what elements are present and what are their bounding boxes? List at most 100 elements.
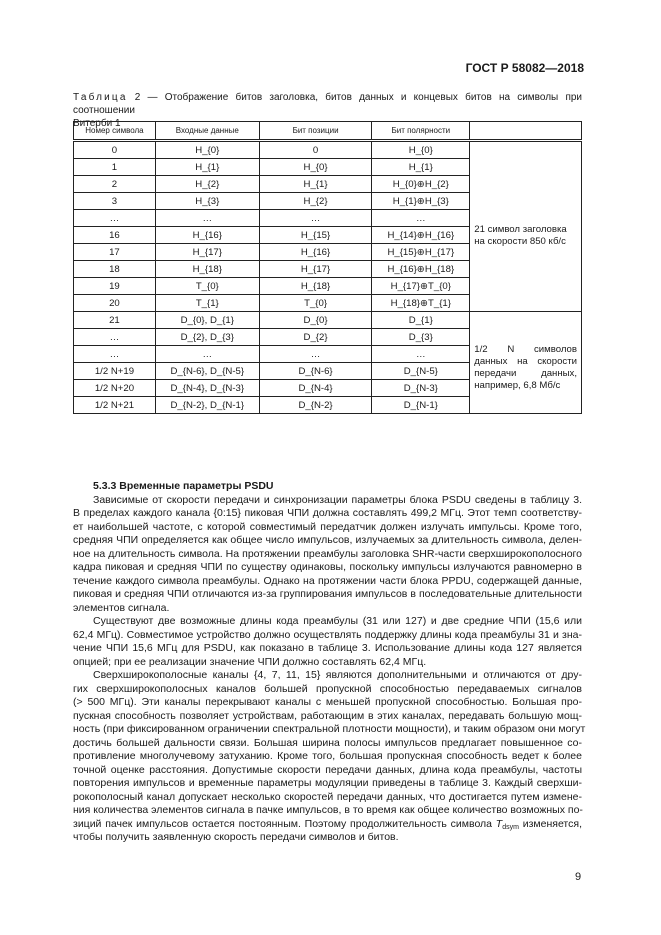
table-cell: 17 [73, 243, 156, 261]
paragraph: Зависимые от скорости передачи и синхрон… [73, 494, 582, 616]
paragraph: Существуют две возможные длины кода преа… [73, 615, 582, 669]
text-line: 62,4 МГц). Совместимое устройство должно… [73, 628, 582, 641]
table-row: 20 T_{1} T_{0} H_{18}⊕T_{1} [73, 294, 582, 312]
table-row: 1/2 N+19 D_{N-6}, D_{N-5} D_{N-6} D_{N-5} [73, 362, 582, 380]
table-cell: 0 [258, 140, 373, 159]
group-note: 1/2 N символов данных на скорости переда… [469, 311, 582, 414]
section-body: 5.3.3 Временные параметры PSDU Зависимые… [73, 480, 585, 845]
text-line: ния количества элементов сигнала в пачке… [73, 804, 583, 816]
table-cell: H_{16} [154, 226, 260, 244]
table-cell: D_{N-3} [371, 379, 471, 397]
text-line: чтобы получить заявленную скорость перед… [73, 831, 399, 843]
caption-text: 2 — Отображение битов заголовка, битов д… [73, 92, 582, 116]
table-cell: H_{1} [371, 158, 471, 176]
text-line: гих сверхширокополосных каналов большей … [73, 682, 582, 695]
table-cell: D_{N-5} [371, 362, 471, 380]
table-cell: H_{1}⊕H_{3} [371, 192, 471, 210]
column-header: Бит полярности [371, 121, 471, 142]
table-cell: … [154, 345, 260, 363]
text-line: В пределах каждого канала {0:15} пиковая… [73, 507, 582, 519]
text-line: средняя ЧПИ определяется как общее число… [73, 534, 582, 546]
table-cell: 1 [73, 158, 156, 176]
text-line: повторения импульсов и временные парамет… [73, 777, 582, 789]
table-cell: … [258, 345, 373, 363]
caption-label: Таблица [73, 92, 128, 103]
table-cell: H_{1} [258, 175, 373, 193]
table-cell: H_{0}⊕H_{2} [371, 175, 471, 193]
table-cell: H_{15} [258, 226, 373, 244]
table-cell: 20 [73, 294, 156, 312]
table-cell: H_{3} [154, 192, 260, 210]
table-cell: H_{18} [258, 277, 373, 295]
table-cell: H_{1} [154, 158, 260, 176]
table-row: 0 H_{0} 0 H_{0} 21 символ заголовка на скоро… [73, 140, 582, 312]
table-cell: H_{18}⊕T_{1} [371, 294, 471, 312]
text-line: Существуют две возможные длины кода преа… [93, 615, 582, 627]
table-cell: 19 [73, 277, 156, 295]
table-cell: H_{15}⊕H_{17} [371, 243, 471, 261]
table-cell: D_{N-1} [371, 396, 471, 414]
table-cell: D_{N-4} [258, 379, 373, 397]
paragraph: Сверхширокополосные каналы {4, 7, 11, 15… [73, 669, 585, 845]
text-line: рокополосный канал допускает несколько с… [73, 790, 582, 803]
text-line: точной оценке расстояния. Допустимые ско… [73, 763, 582, 776]
table-cell: H_{2} [154, 175, 260, 193]
table-cell: … [371, 209, 471, 227]
table-cell: H_{17} [258, 260, 373, 278]
table-cell: 0 [73, 140, 156, 159]
column-header: Бит позиции [258, 121, 373, 142]
text-line: Сверхширокополосные каналы {4, 7, 11, 15… [93, 669, 582, 681]
table-cell: D_{0}, D_{1} [154, 311, 260, 329]
table-cell: 16 [73, 226, 156, 244]
table-cell: 1/2 N+21 [73, 396, 156, 414]
table-cell: D_{N-6} [258, 362, 373, 380]
column-header: Номер символа [73, 121, 156, 142]
text-line: пускная способность позволяет устройства… [73, 709, 582, 722]
table-row: 1/2 N+20 D_{N-4}, D_{N-3} D_{N-4} D_{N-3} [73, 379, 582, 397]
table-cell: … [371, 345, 471, 363]
table-cell: H_{2} [258, 192, 373, 210]
table-cell: D_{0} [258, 311, 373, 329]
group-note: 21 символ заголовка на скорости 850 кб/с [469, 140, 582, 312]
table-cell: … [73, 345, 156, 363]
text-line: (> 500 МГц). Эти каналы перекрывают кана… [73, 696, 582, 708]
table-row: 1/2 N+21 D_{N-2}, D_{N-1} D_{N-2} D_{N-1} [73, 396, 582, 414]
table-cell: D_{N-2} [258, 396, 373, 414]
table-row: ………… [73, 209, 582, 227]
table-cell: H_{17} [154, 243, 260, 261]
table-cell: H_{0} [258, 158, 373, 176]
table-cell: H_{16} [258, 243, 373, 261]
table-cell: … [154, 209, 260, 227]
table-cell: D_{N-6}, D_{N-5} [154, 362, 260, 380]
table-cell: 2 [73, 175, 156, 193]
text-line: элементов сигнала. [73, 601, 170, 614]
text-line: ное на длительность символа. На протяжен… [73, 547, 582, 560]
table-cell: D_{N-4}, D_{N-3} [154, 379, 260, 397]
table-header-row: Номер символа Входные данные Бит позиции Би… [73, 121, 582, 142]
table-row: 17 H_{17} H_{16} H_{15}⊕H_{17} [73, 243, 582, 261]
table-cell: T_{1} [154, 294, 260, 312]
table-cell: T_{0} [258, 294, 373, 312]
table-row: 2 H_{2} H_{1} H_{0}⊕H_{2} [73, 175, 582, 193]
text-line: пиковая и средняя ЧПИ отличаются из-за г… [73, 588, 582, 600]
table-cell: H_{18} [154, 260, 260, 278]
section-heading: 5.3.3 Временные параметры PSDU [93, 480, 274, 492]
table-cell: 18 [73, 260, 156, 278]
column-header: Входные данные [154, 121, 260, 142]
table-row: … D_{2}, D_{3} D_{2} D_{3} [73, 328, 582, 346]
table-cell: D_{1} [371, 311, 471, 329]
text-line: ет наибольшей частоте, с которой совмест… [73, 520, 582, 533]
text-line: Зависимые от скорости передачи и синхрон… [93, 493, 582, 506]
text-line: зиций пачек импульсов остается постоянны… [73, 817, 582, 831]
table-row: 16 H_{16} H_{15} H_{14}⊕H_{16} [73, 226, 582, 244]
table-cell: H_{0} [154, 140, 260, 159]
table-cell: H_{17}⊕T_{0} [371, 277, 471, 295]
table-cell: 1/2 N+19 [73, 362, 156, 380]
text-line: достичь большей дальности связи. Большая… [73, 736, 582, 749]
table-row: 1 H_{1} H_{0} H_{1} [73, 158, 582, 176]
text-line: кадра пиковая и средняя ЧПИ по существу … [73, 561, 582, 573]
table-row: 21 D_{0}, D_{1} D_{0} D_{1} 1/2 N символов д… [73, 311, 582, 414]
table-cell: H_{14}⊕H_{16} [371, 226, 471, 244]
table-cell: … [258, 209, 373, 227]
page-number: 9 [575, 871, 582, 883]
